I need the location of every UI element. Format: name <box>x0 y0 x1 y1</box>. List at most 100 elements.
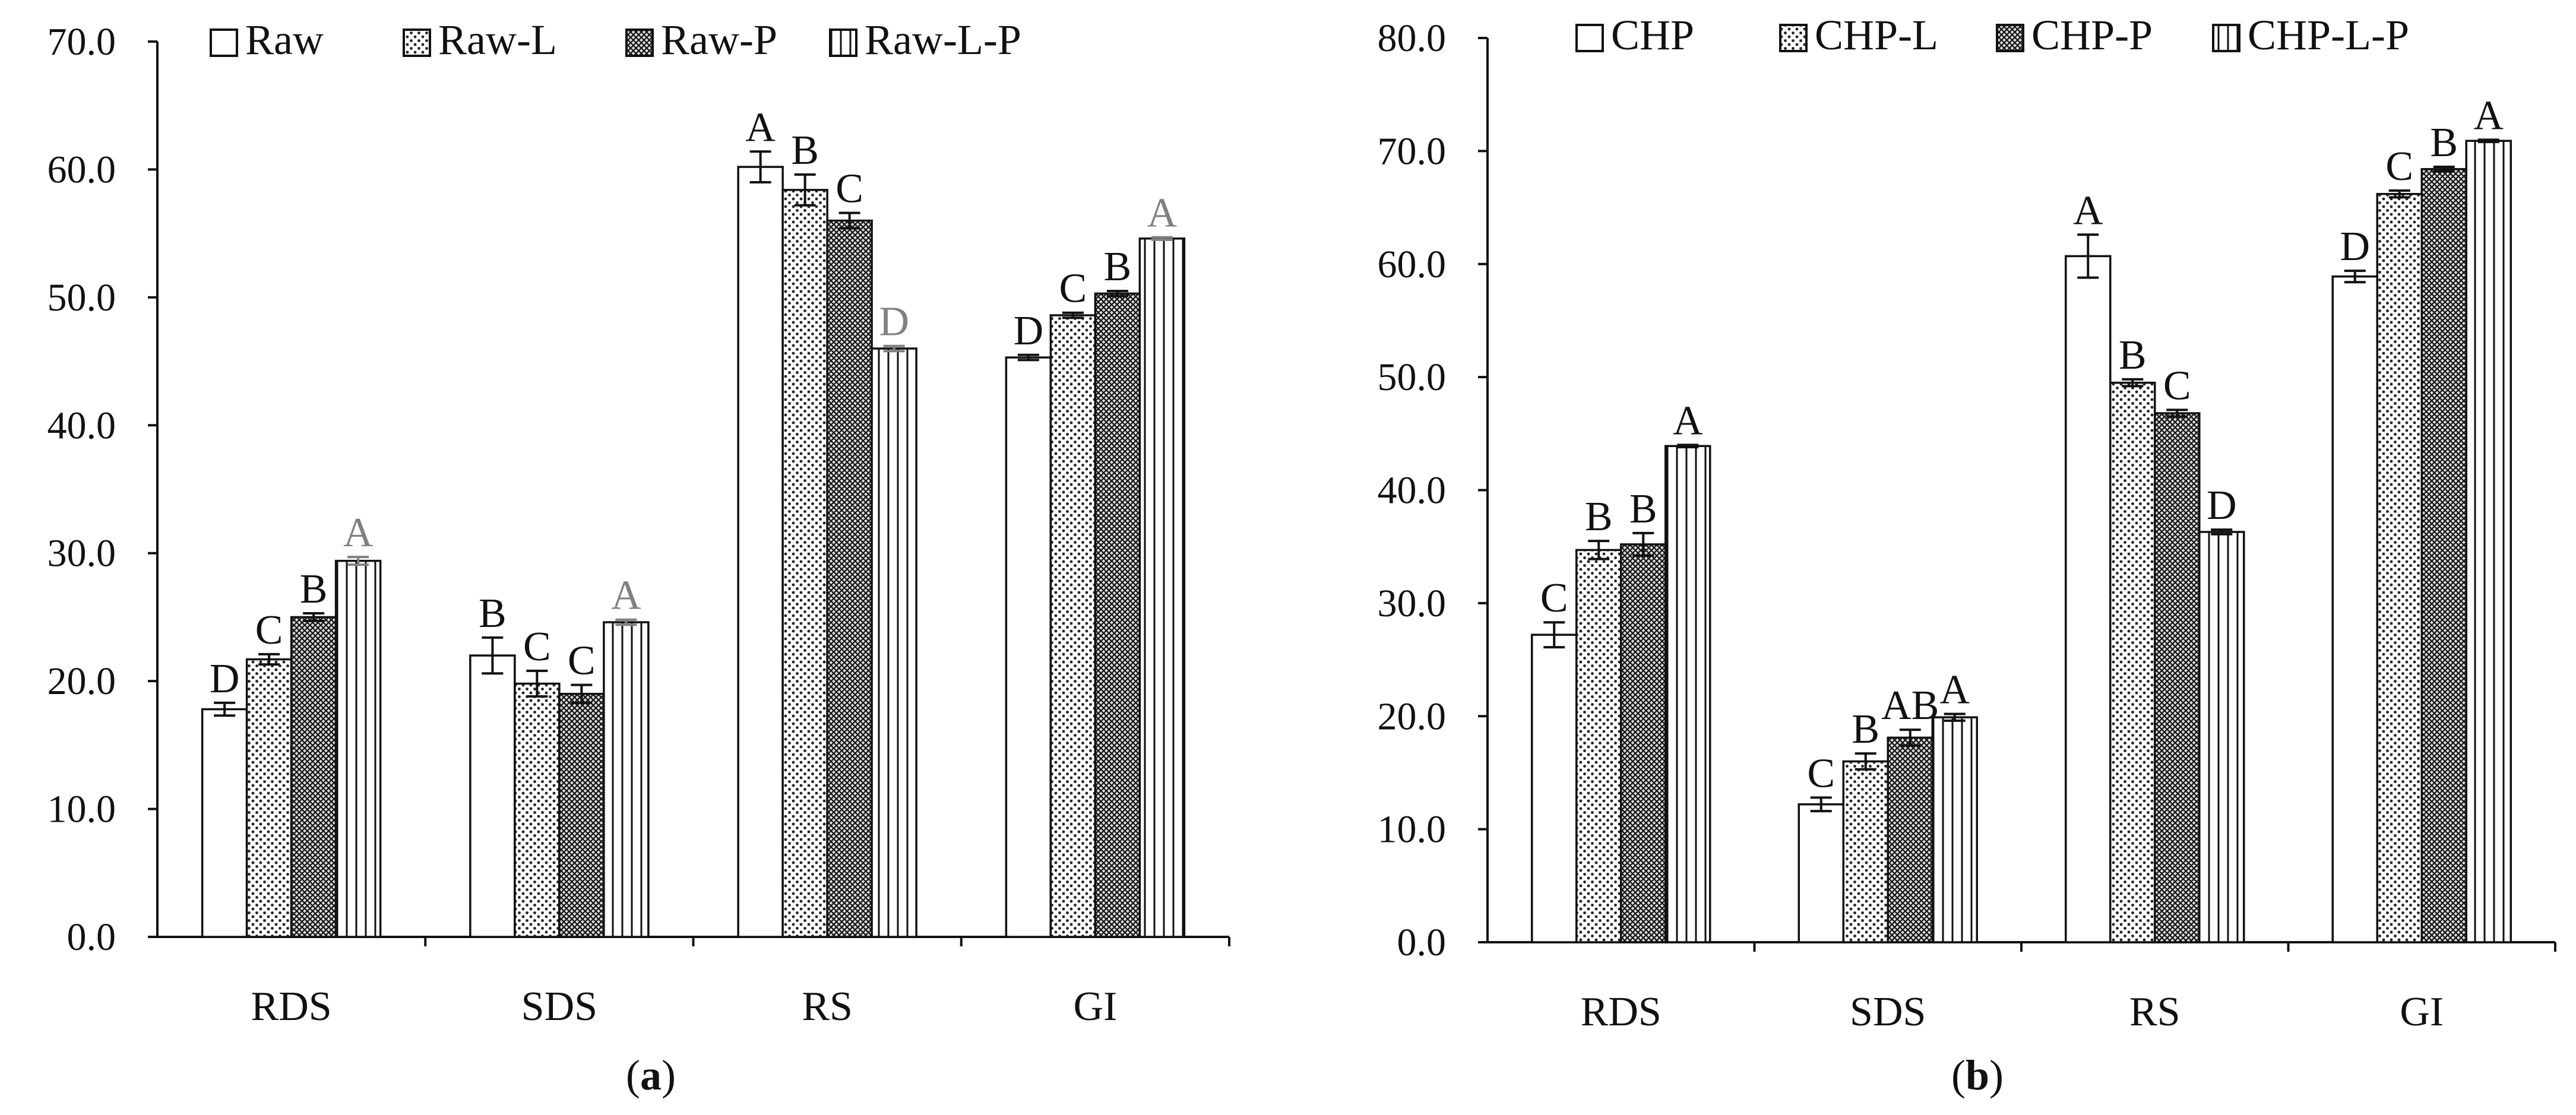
significance-label: C <box>2163 363 2191 408</box>
legend-item: Raw <box>210 16 324 64</box>
caption-letter: a <box>640 1051 662 1099</box>
significance-label: AB <box>1881 683 1939 728</box>
legend-swatch <box>829 28 857 57</box>
significance-label: B <box>479 591 507 636</box>
caption-open-paren: ( <box>626 1051 640 1099</box>
bar <box>201 708 248 938</box>
panel-caption: (a) <box>626 1051 676 1099</box>
x-category-label: SDS <box>1850 989 1926 1035</box>
y-tick-label: 30.0 <box>1378 582 1447 625</box>
legend-label: CHP-P <box>2031 11 2153 59</box>
legend-item: CHP-L <box>1779 11 1938 59</box>
bar <box>2065 255 2112 943</box>
bar <box>826 219 873 938</box>
bar <box>871 347 917 938</box>
bar <box>2198 531 2245 943</box>
legend-item: CHP <box>1575 11 1694 59</box>
bar <box>781 189 828 938</box>
bar <box>1005 356 1052 938</box>
significance-label: C <box>1540 575 1568 621</box>
significance-label: B <box>1104 244 1132 290</box>
significance-label: C <box>1807 750 1835 796</box>
y-tick-label: 0.0 <box>67 916 116 959</box>
bar <box>469 654 516 938</box>
bar <box>603 621 650 938</box>
x-category-label: SDS <box>521 984 597 1030</box>
bar <box>558 692 605 938</box>
legend-swatch <box>625 28 654 57</box>
significance-label: C <box>523 624 551 670</box>
bar <box>1094 292 1141 938</box>
legend-item: Raw-L <box>403 16 557 64</box>
significance-label: B <box>1852 707 1879 752</box>
legend: CHP CHP-L CHP-P CHP-L-P <box>1575 11 2409 59</box>
legend-label: Raw <box>245 16 324 64</box>
significance-label: D <box>2340 224 2370 270</box>
bar <box>1620 543 1667 943</box>
significance-label: A <box>343 510 374 556</box>
legend-swatch <box>403 28 431 57</box>
x-category-label: RS <box>2129 989 2181 1035</box>
x-category-label: RDS <box>251 984 332 1030</box>
x-category-label: RS <box>802 984 853 1030</box>
significance-label: D <box>210 656 240 702</box>
bar <box>245 658 293 938</box>
caption-close-paren: ) <box>1989 1051 2004 1099</box>
y-tick-label: 50.0 <box>48 276 116 319</box>
significance-label: A <box>745 104 776 150</box>
x-category-label: GI <box>2400 989 2444 1035</box>
legend-label: CHP-L <box>1815 11 1938 59</box>
y-tick-label: 10.0 <box>1378 808 1447 851</box>
chart-panel-b: 0.010.020.030.040.050.060.070.080.0RDSCB… <box>1378 11 2556 1099</box>
y-tick-label: 80.0 <box>1378 17 1447 60</box>
y-tick-label: 50.0 <box>1378 356 1447 399</box>
significance-label: A <box>611 573 641 619</box>
y-tick-label: 70.0 <box>48 20 116 64</box>
bar <box>2109 381 2156 943</box>
panel-caption: (b) <box>1951 1051 2004 1099</box>
significance-label: C <box>255 607 283 653</box>
significance-label: B <box>2119 332 2147 378</box>
y-tick-label: 60.0 <box>1378 243 1447 286</box>
significance-label: D <box>2207 483 2237 528</box>
legend-label: CHP-L-P <box>2248 11 2409 59</box>
significance-label: C <box>1059 266 1087 312</box>
x-category-label: GI <box>1073 984 1117 1030</box>
significance-label: B <box>1629 486 1657 532</box>
y-tick-label: 20.0 <box>48 660 116 703</box>
caption-open-paren: ( <box>1951 1051 1966 1099</box>
bar <box>2154 412 2201 943</box>
significance-label: C <box>2385 144 2413 189</box>
caption-letter: b <box>1966 1051 1989 1099</box>
bar <box>1887 736 1933 943</box>
significance-label: D <box>879 299 909 345</box>
x-category-label: RDS <box>1581 989 1662 1035</box>
bar <box>290 616 337 938</box>
significance-label: A <box>2073 188 2103 233</box>
bar <box>1575 549 1622 943</box>
significance-label: C <box>568 638 596 684</box>
legend-swatch <box>1575 24 1604 52</box>
legend-swatch <box>1996 24 2024 52</box>
legend-label: Raw-L-P <box>865 16 1021 64</box>
bar <box>1842 760 1889 943</box>
bar <box>1664 445 1711 943</box>
bar <box>514 682 561 938</box>
y-tick-label: 30.0 <box>48 532 116 575</box>
significance-label: A <box>1147 191 1178 236</box>
legend-swatch <box>1779 24 1808 52</box>
y-tick-label: 10.0 <box>48 788 116 831</box>
bar <box>2376 192 2423 943</box>
y-tick-label: 20.0 <box>1378 695 1447 738</box>
legend-item: CHP-P <box>1996 11 2153 59</box>
y-tick-label: 70.0 <box>1378 129 1447 173</box>
bar <box>334 559 382 938</box>
bar <box>2465 140 2512 943</box>
bar <box>1138 237 1186 938</box>
legend: Raw Raw-L Raw-P Raw-L-P <box>210 16 1021 64</box>
legend-item: Raw-L-P <box>829 16 1021 64</box>
y-tick-label: 60.0 <box>48 148 116 191</box>
significance-label: D <box>1014 308 1044 354</box>
legend-swatch <box>2212 24 2240 52</box>
